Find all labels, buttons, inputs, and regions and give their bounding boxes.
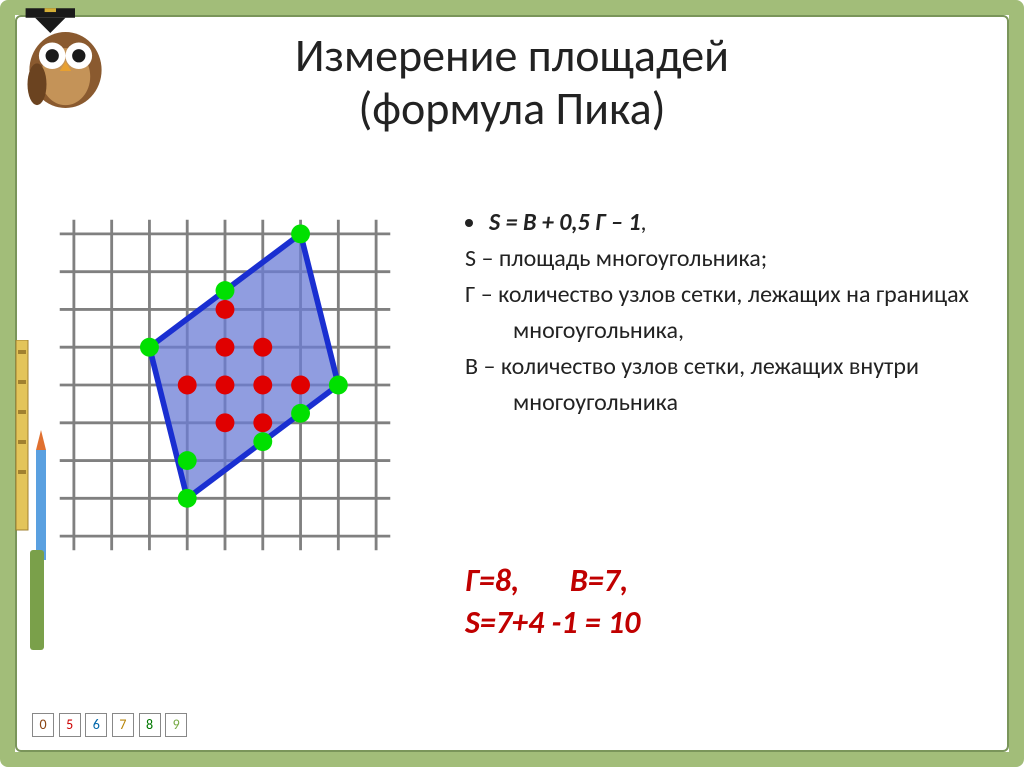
formula-suffix: , [641,208,647,237]
bullet-dot-icon [465,219,473,227]
definition-S: S – площадь многоугольника; [465,241,995,277]
slide-title: Измерение площадей (формула Пика) [0,30,1024,136]
result-line2: S=7+4 -1 = 10 [465,602,640,644]
digit-block-5: 5 [59,713,81,737]
title-line1: Измерение площадей [295,28,729,84]
slide: 0 5 6 7 8 9 Измерение площадей (формула … [0,0,1024,767]
digit-block-7: 7 [112,713,134,737]
definition-V: В – количество узлов сетки, лежащих внут… [465,349,995,421]
formula-bullet: S = В + 0,5 Г – 1, [465,205,995,241]
digit-block-0: 0 [32,713,54,737]
definition-G: Г – количество узлов сетки, лежащих на г… [465,277,995,349]
title-line2: (формула Пика) [358,81,665,137]
digit-block-6: 6 [85,713,107,737]
formula-text-block: S = В + 0,5 Г – 1, S – площадь многоугол… [465,205,995,421]
grid-diagram [55,215,395,560]
tools-icon [12,340,52,660]
result-line1: Г=8, В=7, [465,560,640,602]
digit-block-9: 9 [165,713,187,737]
formula: S = В + 0,5 Г – 1 [489,208,641,237]
result-block: Г=8, В=7, S=7+4 -1 = 10 [465,560,640,643]
digit-blocks: 0 5 6 7 8 9 [32,713,188,737]
digit-block-8: 8 [139,713,161,737]
